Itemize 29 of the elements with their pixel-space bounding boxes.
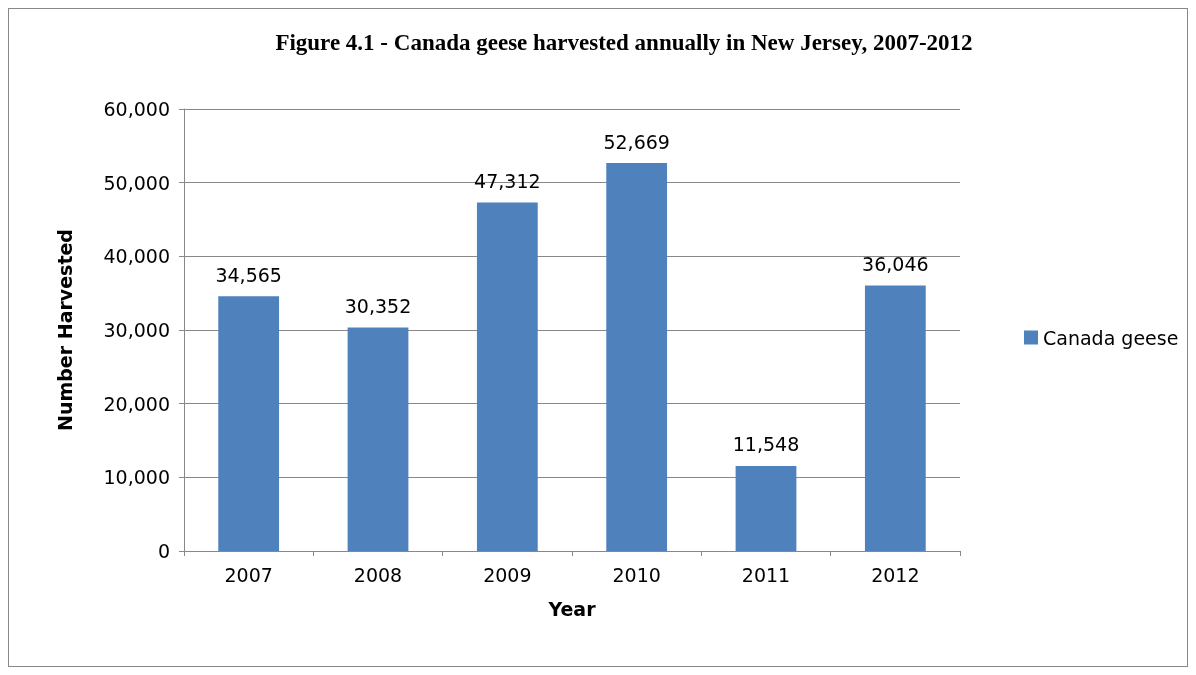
data-label: 30,352 <box>344 294 412 317</box>
y-tick-label: 20,000 <box>103 392 170 415</box>
y-tick-label: 10,000 <box>103 466 170 489</box>
chart-title: Figure 4.1 - Canada geese harvested annually in New Jersey, 2007-2012 <box>275 30 973 55</box>
x-tick-label: 2007 <box>224 563 273 586</box>
bar <box>864 285 926 551</box>
y-tick-label: 60,000 <box>103 98 170 120</box>
bar <box>347 327 409 551</box>
bar <box>476 202 538 551</box>
x-tick-label: 2009 <box>483 563 532 586</box>
y-axis-title: Number Harvested <box>53 229 76 431</box>
data-label: 47,312 <box>474 169 541 192</box>
y-tick-label: 40,000 <box>103 245 170 268</box>
data-label: 34,565 <box>215 263 282 286</box>
x-tick-label: 2010 <box>612 563 661 586</box>
data-label: 36,046 <box>862 252 929 275</box>
x-tick-label: 2012 <box>871 563 920 586</box>
x-tick-label: 2011 <box>741 563 791 586</box>
bar <box>606 163 668 551</box>
y-tick-label: 0 <box>157 540 170 562</box>
data-label: 52,669 <box>603 130 670 153</box>
legend-label: Canada geese <box>1043 326 1179 349</box>
x-tick-label: 2008 <box>353 563 403 586</box>
bar <box>735 465 797 551</box>
bar <box>218 296 280 551</box>
y-tick-label: 30,000 <box>103 319 170 341</box>
x-axis-title: Year <box>547 597 597 620</box>
data-label: 11,548 <box>732 433 800 456</box>
y-tick-label: 50,000 <box>103 171 170 194</box>
